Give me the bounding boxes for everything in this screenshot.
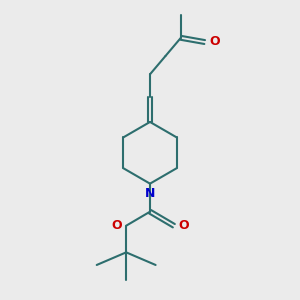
Text: O: O: [178, 219, 189, 232]
Text: N: N: [145, 187, 155, 200]
Text: O: O: [209, 35, 220, 48]
Text: O: O: [111, 219, 122, 232]
